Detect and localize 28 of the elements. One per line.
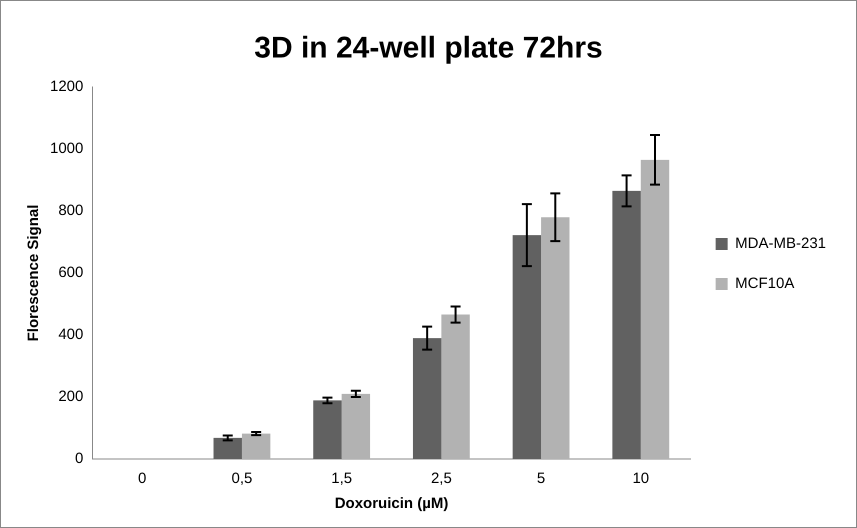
bar: [612, 190, 641, 459]
y-tick-label: 400: [58, 326, 84, 344]
y-tick-label: 0: [75, 450, 84, 468]
y-tick-label: 800: [58, 202, 84, 220]
bar: [441, 314, 470, 459]
bar: [214, 438, 242, 459]
x-tick-label: 0,5: [232, 470, 252, 488]
x-tick-label: 10: [632, 470, 650, 488]
bar: [412, 338, 442, 459]
y-tick-label: 1200: [50, 78, 84, 96]
bar: [313, 400, 342, 459]
legend-label: MCF10A: [735, 275, 794, 292]
x-tick-label: 2,5: [430, 470, 452, 488]
y-tick-label: 600: [58, 264, 84, 282]
bar: [242, 434, 270, 459]
chart-title: 3D in 24-well plate 72hrs: [254, 31, 603, 64]
x-axis-title: Doxoruicin (µM): [334, 495, 448, 512]
y-tick-label: 1000: [50, 140, 84, 158]
x-tick-label: 5: [536, 470, 546, 488]
legend-label: MDA-MB-231: [735, 235, 826, 252]
bar: [640, 160, 670, 459]
bar: [512, 235, 542, 459]
y-tick-label: 200: [58, 388, 84, 406]
y-axis-title: Florescence Signal: [25, 204, 42, 342]
bar: [541, 217, 570, 459]
x-tick-label: 0: [138, 470, 146, 488]
bar: [342, 394, 370, 459]
x-tick-label: 1,5: [331, 470, 352, 488]
